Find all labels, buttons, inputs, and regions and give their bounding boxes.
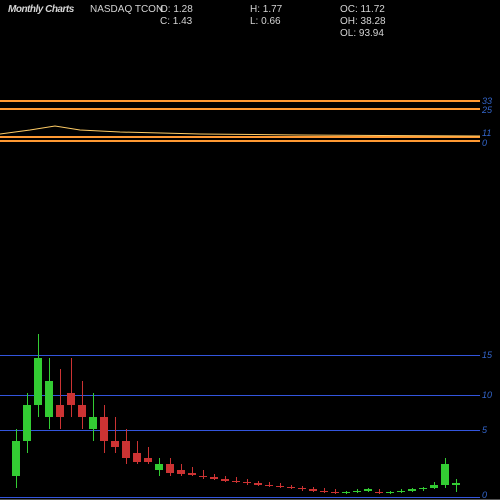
stat-close: C: 1.43 xyxy=(160,16,192,27)
header: Monthly Charts NASDAQ TCON O: 1.28 C: 1.… xyxy=(0,4,500,40)
candle-wick xyxy=(456,479,457,492)
candle-body xyxy=(408,489,416,490)
candle-body xyxy=(441,464,449,484)
candle-body xyxy=(232,481,240,482)
candle-body xyxy=(430,485,438,489)
candle-body xyxy=(177,470,185,474)
candle-body xyxy=(78,405,86,417)
candle-body xyxy=(111,441,119,447)
candle-body xyxy=(243,482,251,483)
candle-body xyxy=(375,492,383,493)
candle-body xyxy=(364,489,372,490)
y-axis-label: 15 xyxy=(482,350,492,360)
candle-body xyxy=(298,488,306,489)
candle-body xyxy=(210,477,218,478)
stat-low: L: 0.66 xyxy=(250,16,281,27)
price-gridline xyxy=(0,497,480,498)
candle-body xyxy=(67,393,75,405)
candle-body xyxy=(34,358,42,406)
candle-body xyxy=(331,492,339,493)
y-axis-label: 25 xyxy=(482,105,492,115)
lower-candlestick-chart: 151050 xyxy=(0,310,480,500)
candle-body xyxy=(386,492,394,493)
candle-wick xyxy=(115,417,116,453)
candle-body xyxy=(320,491,328,492)
indicator-sparkline xyxy=(0,40,480,180)
candle-body xyxy=(56,405,64,417)
candle-wick xyxy=(71,358,72,417)
chart-title: Monthly Charts xyxy=(8,4,74,15)
candle-body xyxy=(276,486,284,487)
y-axis-label: 5 xyxy=(482,425,487,435)
candle-body xyxy=(342,492,350,493)
candle-body xyxy=(133,453,141,463)
y-axis-label: 0 xyxy=(482,138,487,148)
candle-body xyxy=(23,405,31,441)
stat-ol: OL: 93.94 xyxy=(340,28,384,39)
exchange-label: NASDAQ TCON xyxy=(90,4,163,15)
candle-body xyxy=(89,417,97,429)
candle-body xyxy=(199,476,207,477)
candle-body xyxy=(144,458,152,462)
ohlc-stats: O: 1.28 C: 1.43 H: 1.77 L: 0.66 OC: 11.7… xyxy=(160,4,480,36)
candle-body xyxy=(265,485,273,486)
candle-body xyxy=(100,417,108,441)
price-gridline xyxy=(0,430,480,431)
stat-oh: OH: 38.28 xyxy=(340,16,386,27)
candle-body xyxy=(122,441,130,459)
stat-open: O: 1.28 xyxy=(160,4,193,15)
candle-body xyxy=(155,464,163,470)
candle-body xyxy=(287,487,295,488)
y-axis-label: 11 xyxy=(482,128,491,138)
title-text: Monthly Charts xyxy=(8,4,74,15)
upper-indicator-chart: 3325110 xyxy=(0,40,480,180)
candle-wick xyxy=(60,369,61,428)
candle-body xyxy=(45,381,53,417)
candle-body xyxy=(452,483,460,484)
candle-body xyxy=(419,488,427,489)
stat-oc: OC: 11.72 xyxy=(340,4,385,15)
candle-body xyxy=(309,489,317,490)
candle-body xyxy=(166,464,174,472)
candle-body xyxy=(221,479,229,481)
stat-high: H: 1.77 xyxy=(250,4,282,15)
price-gridline xyxy=(0,355,480,356)
candle-body xyxy=(397,491,405,492)
candle-body xyxy=(353,491,361,492)
candle-body xyxy=(12,441,20,477)
y-axis-label: 10 xyxy=(482,390,492,400)
candle-body xyxy=(188,473,196,475)
candle-body xyxy=(254,483,262,484)
